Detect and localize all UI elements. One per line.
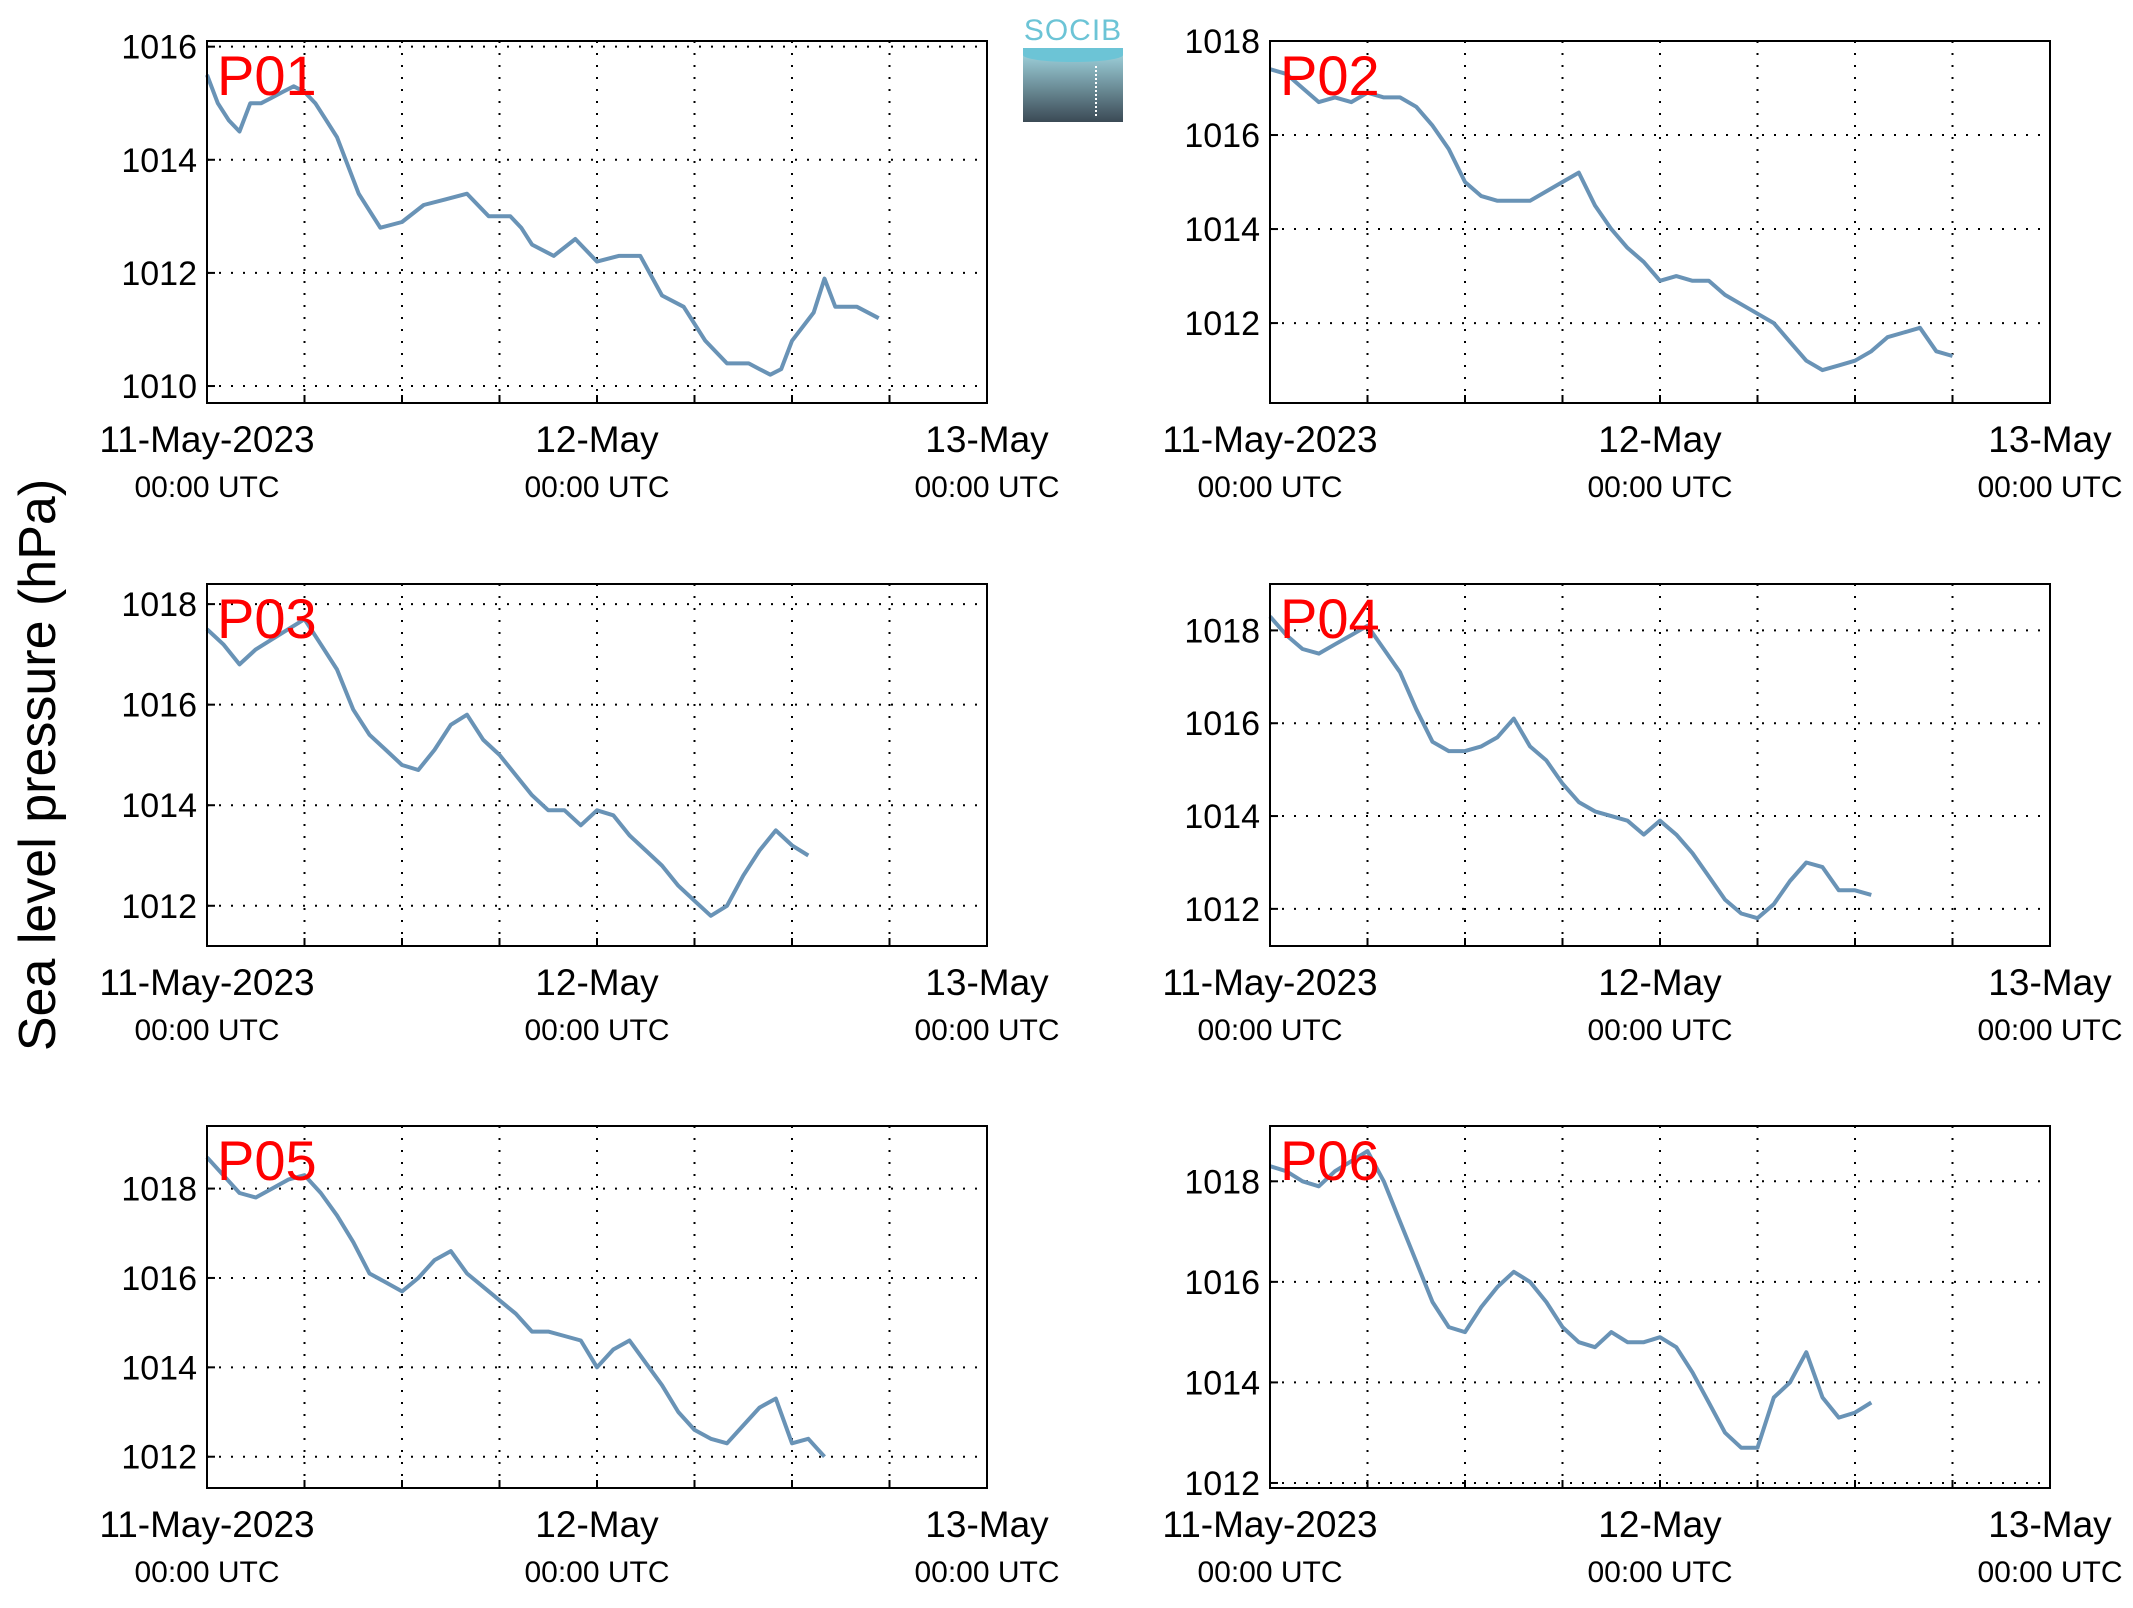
- x-tick-label-time: 00:00 UTC: [914, 1556, 1059, 1589]
- chart-panel-p01: 1010 1012 1014 1016 11-May-2023 00:00 UTC 12-M…: [99, 29, 1059, 504]
- x-tick-label-time: 00:00 UTC: [524, 1014, 669, 1047]
- y-tick-label: 1014: [121, 142, 197, 180]
- plot-frame: [206, 1125, 988, 1489]
- panel-station-label: P02: [1280, 44, 1380, 107]
- y-tick-label: 1018: [121, 1171, 197, 1209]
- x-tick-label-time: 00:00 UTC: [1977, 471, 2122, 504]
- y-tick-label: 1018: [1184, 23, 1260, 61]
- y-tick-label: 1016: [121, 29, 197, 67]
- series-line: [205, 1155, 826, 1459]
- plot-frame: [1269, 583, 2051, 947]
- y-tick-label: 1014: [1184, 211, 1260, 249]
- y-tick-label: 1012: [1184, 1465, 1260, 1503]
- y-tick-label: 1012: [121, 255, 197, 293]
- socib-logo: SOCIB: [1023, 14, 1123, 122]
- panel-station-label: P04: [1280, 587, 1380, 650]
- y-tick-label: 1016: [1184, 1264, 1260, 1302]
- plot-frame: [206, 40, 988, 404]
- x-tick-label-date: 13-May: [1988, 1504, 2112, 1545]
- x-tick-label-time: 00:00 UTC: [1587, 471, 1732, 504]
- x-tick-label-date: 11-May-2023: [99, 1504, 314, 1545]
- x-tick-label-time: 00:00 UTC: [134, 471, 279, 504]
- x-tick-label-time: 00:00 UTC: [1197, 471, 1342, 504]
- x-tick-label-time: 00:00 UTC: [1587, 1556, 1732, 1589]
- series-line: [205, 617, 810, 918]
- x-tick-label-date: 11-May-2023: [99, 962, 314, 1003]
- chart-panel-p02: 1012 1014 1016 1018 11-May-2023 00:00 UTC 12-M…: [1162, 23, 2122, 504]
- plot-frame: [206, 583, 988, 947]
- series-line: [205, 74, 880, 377]
- y-tick-label: 1014: [1184, 798, 1260, 836]
- x-tick-label-date: 11-May-2023: [1162, 1504, 1377, 1545]
- x-tick-label-date: 11-May-2023: [99, 419, 314, 460]
- chart-panel-p04: 1012 1014 1016 1018 11-May-2023 00:00 UTC 12-M…: [1162, 583, 2123, 1047]
- y-tick-label: 1018: [1184, 1163, 1260, 1201]
- y-tick-label: 1012: [121, 888, 197, 926]
- x-tick-label-date: 12-May: [535, 962, 659, 1003]
- x-tick-label-date: 13-May: [925, 419, 1049, 460]
- x-tick-label-time: 00:00 UTC: [1197, 1556, 1342, 1589]
- y-tick-label: 1016: [121, 687, 197, 725]
- x-tick-label-date: 12-May: [1598, 962, 1722, 1003]
- panel-station-label: P01: [217, 44, 317, 107]
- x-tick-label-time: 00:00 UTC: [524, 471, 669, 504]
- y-tick-label: 1016: [1184, 705, 1260, 743]
- y-tick-label: 1014: [121, 787, 197, 825]
- x-tick-label-time: 00:00 UTC: [134, 1556, 279, 1589]
- chart-panels: 1010 1012 1014 1016 11-May-2023 00:00 UTC 12-M…: [99, 23, 2122, 1589]
- socib-logo-mark: [1023, 52, 1123, 122]
- socib-logo-wave: [1023, 48, 1123, 62]
- x-tick-label-time: 00:00 UTC: [1977, 1014, 2122, 1047]
- x-tick-label-date: 13-May: [1988, 419, 2112, 460]
- x-tick-label-time: 00:00 UTC: [134, 1014, 279, 1047]
- x-tick-label-date: 12-May: [1598, 419, 1722, 460]
- plot-frame: [1269, 1125, 2051, 1489]
- panel-station-label: P06: [1280, 1129, 1380, 1192]
- series-line: [1269, 1149, 1873, 1450]
- x-tick-label-time: 00:00 UTC: [1197, 1014, 1342, 1047]
- y-tick-label: 1018: [1184, 612, 1260, 650]
- y-tick-label: 1012: [1184, 891, 1260, 929]
- y-tick-label: 1016: [121, 1260, 197, 1298]
- chart-panel-p03: 1012 1014 1016 1018 11-May-2023 00:00 UTC 12-M…: [99, 583, 1060, 1047]
- chart-panel-p05: 1012 1014 1016 1018 11-May-2023 00:00 UTC 12-M…: [99, 1125, 1060, 1589]
- x-tick-label-date: 11-May-2023: [1162, 419, 1377, 460]
- x-tick-label-time: 00:00 UTC: [524, 1556, 669, 1589]
- x-tick-label-date: 13-May: [925, 962, 1049, 1003]
- y-tick-label: 1014: [1184, 1364, 1260, 1402]
- y-tick-label: 1012: [1184, 305, 1260, 343]
- x-tick-label-date: 12-May: [1598, 1504, 1722, 1545]
- chart-panel-p06: 1012 1014 1016 1018 11-May-2023 00:00 UTC 12-M…: [1162, 1125, 2123, 1589]
- y-tick-label: 1016: [1184, 117, 1260, 155]
- panel-station-label: P05: [217, 1129, 317, 1192]
- x-tick-label-date: 12-May: [535, 1504, 659, 1545]
- socib-logo-dots: [1095, 66, 1097, 116]
- x-tick-label-time: 00:00 UTC: [914, 471, 1059, 504]
- socib-logo-text: SOCIB: [1023, 14, 1123, 47]
- x-tick-label-time: 00:00 UTC: [1977, 1556, 2122, 1589]
- x-tick-label-date: 11-May-2023: [1162, 962, 1377, 1003]
- y-tick-label: 1018: [121, 586, 197, 624]
- y-tick-label: 1012: [121, 1439, 197, 1477]
- x-tick-label-date: 13-May: [1988, 962, 2112, 1003]
- series-line: [1269, 67, 1954, 373]
- y-tick-label: 1014: [121, 1349, 197, 1387]
- y-axis-label: Sea level pressure (hPa): [9, 479, 67, 1051]
- x-tick-label-time: 00:00 UTC: [1587, 1014, 1732, 1047]
- x-tick-label-date: 12-May: [535, 419, 659, 460]
- y-tick-label: 1010: [121, 368, 197, 406]
- series-line: [1268, 615, 1872, 921]
- panel-station-label: P03: [217, 587, 317, 650]
- x-tick-label-date: 13-May: [925, 1504, 1049, 1545]
- x-tick-label-time: 00:00 UTC: [914, 1014, 1059, 1047]
- plot-frame: [1269, 40, 2051, 404]
